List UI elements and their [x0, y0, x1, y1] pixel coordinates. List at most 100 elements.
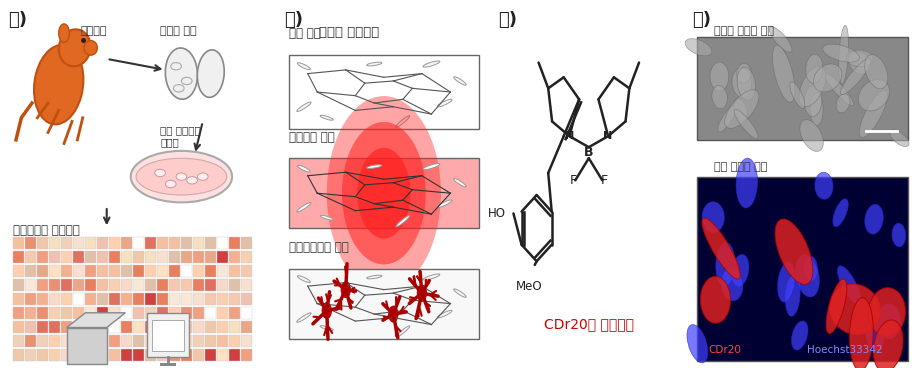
Bar [62, 265, 72, 277]
Bar [229, 348, 240, 361]
Bar [74, 335, 84, 347]
Bar [181, 265, 192, 277]
Bar [62, 279, 72, 291]
Text: B: B [584, 146, 593, 159]
Ellipse shape [453, 289, 466, 297]
Bar [181, 279, 192, 291]
Text: 갓난생쥐: 갓난생쥐 [80, 26, 107, 36]
Bar [38, 251, 48, 263]
Ellipse shape [823, 73, 853, 106]
Bar [181, 321, 192, 333]
Ellipse shape [453, 77, 466, 85]
Ellipse shape [685, 39, 711, 56]
Bar [74, 237, 84, 250]
Bar [109, 279, 119, 291]
Bar [193, 293, 204, 305]
Bar [109, 251, 119, 263]
Bar [109, 237, 119, 250]
Bar [74, 348, 84, 361]
Bar [217, 251, 228, 263]
Bar [85, 265, 96, 277]
Bar [289, 55, 479, 129]
Bar [85, 251, 96, 263]
Ellipse shape [733, 109, 757, 139]
Bar [229, 265, 240, 277]
Bar [121, 251, 132, 263]
Ellipse shape [717, 104, 736, 132]
Polygon shape [67, 313, 125, 328]
Ellipse shape [845, 50, 872, 67]
Bar [133, 321, 144, 333]
Bar [133, 265, 144, 277]
Bar [50, 279, 60, 291]
Bar [205, 251, 216, 263]
Bar [193, 321, 204, 333]
Ellipse shape [297, 276, 310, 283]
Bar [50, 321, 60, 333]
Bar [50, 265, 60, 277]
Bar [241, 348, 252, 361]
Bar [133, 237, 144, 250]
Bar [85, 307, 96, 319]
Bar [13, 265, 24, 277]
Bar [241, 251, 252, 263]
Bar [13, 321, 24, 333]
Circle shape [388, 306, 398, 322]
Bar [13, 348, 24, 361]
Circle shape [357, 148, 410, 238]
Bar [38, 348, 48, 361]
Bar [38, 279, 48, 291]
Ellipse shape [395, 116, 409, 127]
Ellipse shape [297, 102, 311, 112]
Bar [50, 293, 60, 305]
Bar [169, 321, 180, 333]
Bar [26, 335, 36, 347]
Ellipse shape [711, 85, 727, 109]
Bar [169, 307, 180, 319]
Bar [160, 363, 176, 366]
Ellipse shape [803, 256, 816, 280]
Bar [145, 321, 156, 333]
Bar [85, 293, 96, 305]
Ellipse shape [187, 177, 198, 184]
Bar [217, 321, 228, 333]
Bar [97, 237, 108, 250]
Bar [289, 269, 479, 339]
Ellipse shape [891, 223, 905, 247]
Bar [133, 279, 144, 291]
Ellipse shape [367, 275, 381, 279]
Bar [85, 279, 96, 291]
Bar [121, 279, 132, 291]
Bar [50, 348, 60, 361]
Ellipse shape [825, 279, 845, 334]
Bar [85, 237, 96, 250]
Bar [229, 335, 240, 347]
Ellipse shape [395, 216, 409, 227]
Ellipse shape [803, 85, 821, 117]
Bar [205, 335, 216, 347]
Ellipse shape [735, 158, 756, 208]
Bar [121, 348, 132, 361]
Bar [145, 279, 156, 291]
Bar [50, 251, 60, 263]
Ellipse shape [822, 44, 858, 62]
Bar [193, 265, 204, 277]
Bar [74, 321, 84, 333]
Ellipse shape [724, 90, 758, 128]
Text: 나): 나) [284, 11, 303, 29]
Bar [50, 335, 60, 347]
Ellipse shape [437, 200, 451, 208]
Bar [193, 348, 204, 361]
Bar [26, 251, 36, 263]
Bar [97, 335, 108, 347]
Bar [157, 321, 168, 333]
Ellipse shape [733, 98, 746, 121]
Bar [38, 321, 48, 333]
Bar [157, 279, 168, 291]
Bar [97, 293, 108, 305]
Ellipse shape [836, 266, 859, 304]
Ellipse shape [799, 120, 823, 151]
Ellipse shape [297, 63, 310, 70]
Ellipse shape [59, 29, 91, 66]
Bar [229, 237, 240, 250]
